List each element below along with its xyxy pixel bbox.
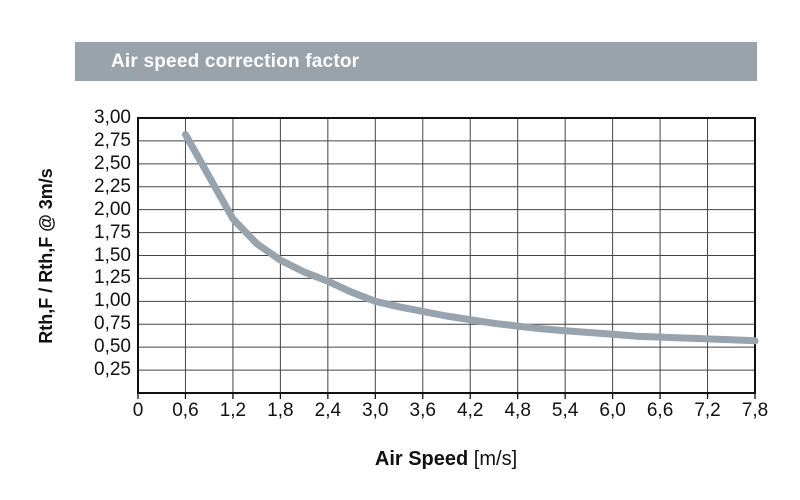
y-tick-label: 0,50 — [94, 336, 131, 358]
x-tick-label: 0 — [132, 400, 144, 421]
x-tick-label: 2,4 — [314, 400, 342, 421]
y-tick-label: 3,00 — [94, 107, 131, 128]
x-axis-title-main: Air Speed — [374, 448, 469, 470]
x-tick-label: 7,8 — [741, 400, 769, 421]
y-tick-label: 2,00 — [94, 198, 131, 220]
x-tick-label: 4,2 — [457, 400, 484, 421]
x-tick-label: 7,2 — [694, 400, 721, 421]
chart-header-bar: Air speed correction factor — [75, 42, 757, 81]
x-tick-label: 1,2 — [219, 400, 247, 421]
chart-title: Air speed correction factor — [111, 50, 360, 72]
x-tick-label: 4,8 — [504, 400, 531, 421]
y-tick-label: 0,75 — [94, 313, 131, 335]
x-tick-label: 5,4 — [551, 400, 579, 421]
x-tick-label: 1,8 — [267, 400, 294, 421]
y-tick-label: 0,25 — [94, 359, 131, 381]
x-tick-label: 3,6 — [409, 400, 436, 421]
y-tick-label: 1,00 — [94, 290, 131, 312]
x-axis-title-unit: [m/s] — [468, 448, 518, 470]
y-tick-label: 1,25 — [94, 267, 131, 289]
plot-border — [137, 117, 756, 394]
y-tick-label: 1,75 — [94, 221, 131, 243]
correction-factor-curve — [182, 131, 759, 345]
x-tick-label: 6,0 — [599, 400, 626, 421]
y-tick-label: 2,50 — [94, 152, 131, 174]
y-tick-label: 2,25 — [94, 175, 131, 197]
x-tick-label: 0,6 — [172, 400, 199, 421]
x-axis-title: Air Speed [m/s] — [246, 448, 646, 471]
y-tick-label: 1,50 — [94, 244, 131, 266]
y-axis-title: Rth,F / Rth,F @ 3m/s — [36, 168, 56, 344]
x-tick-label: 6,6 — [646, 400, 674, 421]
plot-area — [137, 117, 759, 399]
x-tick-label: 3,0 — [362, 400, 389, 421]
y-tick-label: 2,75 — [94, 129, 131, 151]
